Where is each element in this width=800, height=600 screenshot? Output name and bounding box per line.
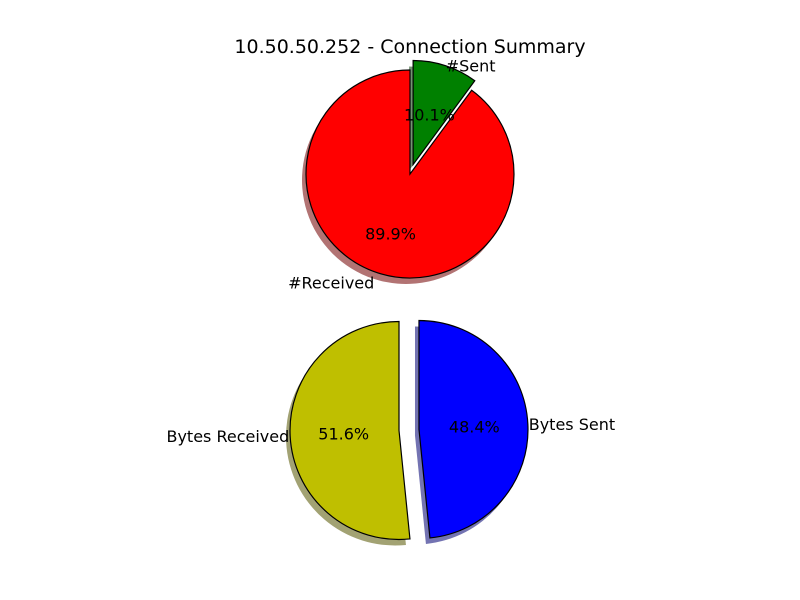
slice-label-bytes-sent: Bytes Sent bbox=[529, 415, 615, 434]
pie-chart-message-counts: #Received #Sent 89.9% 10.1% bbox=[288, 56, 515, 293]
pie-slice-bytes-sent bbox=[418, 319, 529, 539]
pie-slice-received bbox=[305, 69, 515, 279]
slice-label-bytes-received: Bytes Received bbox=[166, 427, 289, 446]
pie-slice-sent bbox=[412, 59, 476, 167]
figure-title: 10.50.50.252 - Connection Summary bbox=[234, 36, 585, 58]
pie-slice-bytes-received bbox=[289, 320, 411, 541]
percent-label-sent: 10.1% bbox=[404, 106, 455, 125]
pie-chart-byte-counts: Bytes Received Bytes Sent 51.6% 48.4% bbox=[166, 319, 615, 546]
percent-label-bytes-sent: 48.4% bbox=[449, 418, 500, 437]
percent-label-bytes-received: 51.6% bbox=[318, 424, 369, 443]
percent-label-received: 89.9% bbox=[365, 224, 416, 243]
slice-label-received: #Received bbox=[288, 274, 374, 293]
slice-label-sent: #Sent bbox=[446, 56, 496, 75]
